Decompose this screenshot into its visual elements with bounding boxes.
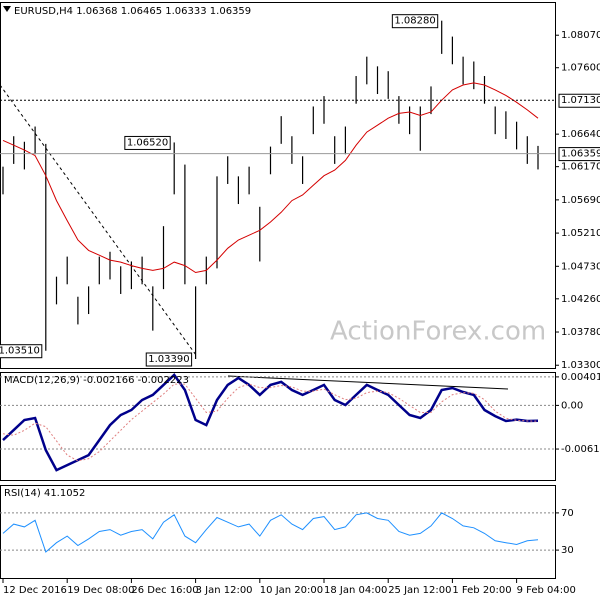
y-tick-label: 1.05210 xyxy=(561,228,600,239)
y-tick-label: 30 xyxy=(561,545,574,556)
x-tick-label: 25 Jan 12:00 xyxy=(388,585,451,596)
macd-trend-line xyxy=(227,375,509,390)
y-tick-label: 1.06640 xyxy=(561,129,600,140)
level-label-box xyxy=(558,93,600,108)
y-tick-label: -0.006143 xyxy=(561,444,600,455)
y-tick-label: 0.00 xyxy=(561,400,583,411)
y-tick-label: 1.08070 xyxy=(561,30,600,41)
indicator-line xyxy=(2,512,539,553)
chart-title: EURUSD,H4 1.06368 1.06465 1.06333 1.0635… xyxy=(14,6,251,17)
last-price-label: 1.06359 xyxy=(561,149,600,160)
panel-border xyxy=(0,485,556,579)
panel-title: RSI(14) 41.1052 xyxy=(4,488,85,499)
panel-border xyxy=(0,2,556,369)
x-tick-label: 9 Feb 04:00 xyxy=(517,585,576,596)
high-label: 1.08280 xyxy=(394,16,435,27)
y-tick-label: 1.03780 xyxy=(561,327,600,338)
y-tick-label: 0.004011 xyxy=(561,372,600,383)
y-tick-label: 1.06170 xyxy=(561,162,600,173)
watermark: ActionForex.com xyxy=(330,317,546,347)
x-tick-label: 19 Dec 08:00 xyxy=(67,585,134,596)
panel-title: MACD(12,26,9) -0.002166 -0.002223 xyxy=(4,375,189,386)
y-tick-label: 1.04260 xyxy=(561,294,600,305)
y-tick-label: 1.03300 xyxy=(561,360,600,371)
panel-border xyxy=(0,372,556,481)
x-tick-label: 3 Jan 12:00 xyxy=(196,585,253,596)
low-label: 1.03390 xyxy=(148,354,189,365)
moving-average xyxy=(2,82,539,274)
x-tick-label: 1 Feb 20:00 xyxy=(452,585,511,596)
trend-line xyxy=(0,84,197,356)
y-tick-label: 1.07600 xyxy=(561,63,600,74)
x-tick-label: 26 Dec 16:00 xyxy=(131,585,198,596)
x-tick-label: 18 Jan 04:00 xyxy=(324,585,387,596)
level-label: 1.07130 xyxy=(561,95,600,106)
x-tick-label: 10 Jan 20:00 xyxy=(260,585,323,596)
low-label: 1.03510 xyxy=(0,346,40,357)
y-tick-label: 70 xyxy=(561,508,574,519)
last-price-label-box xyxy=(558,147,600,162)
dropdown-icon xyxy=(3,6,11,12)
high-label-box xyxy=(391,14,439,29)
indicator-line xyxy=(2,383,539,462)
indicator-line xyxy=(2,373,539,472)
low-label-box xyxy=(145,352,193,367)
y-tick-label: 1.04730 xyxy=(561,261,600,272)
high-label: 1.06520 xyxy=(127,137,168,148)
x-tick-label: 12 Dec 2016 xyxy=(3,585,67,596)
low-label-box xyxy=(0,344,43,359)
high-label-box xyxy=(124,135,171,150)
y-tick-label: 1.05690 xyxy=(561,195,600,206)
